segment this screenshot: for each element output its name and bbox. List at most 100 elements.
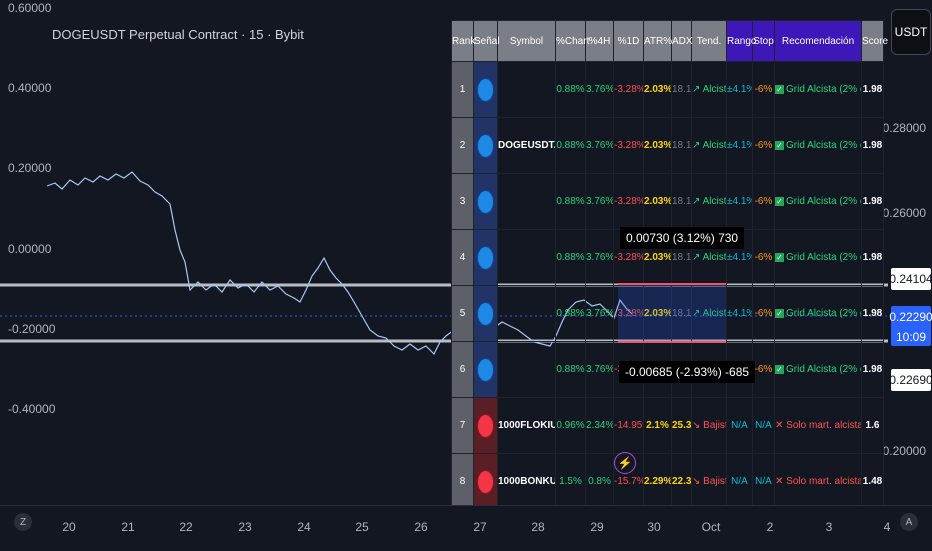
time-tick: 2: [766, 520, 774, 534]
col-rank: Rank: [451, 20, 475, 62]
range-cell: ±4.1%: [726, 61, 753, 118]
range-cell: ±4.1%: [726, 117, 753, 174]
signal-cell: [473, 117, 498, 174]
range-cell: ±4.1%: [726, 285, 753, 342]
blue-signal-icon: [477, 301, 494, 326]
stop-cell: -6%: [752, 173, 775, 230]
time-tick: 22: [179, 520, 193, 534]
score-cell: 1.98: [861, 173, 884, 230]
h4-pct-cell: 2.34%: [585, 397, 614, 454]
check-icon: ✓: [775, 84, 784, 94]
countdown-tag: 10:09: [891, 328, 931, 346]
chart-pct-cell: 0.88%: [555, 341, 586, 398]
recommendation-cell: ✓Grid Alcista (2% capital): [774, 341, 862, 398]
check-icon: ✓: [775, 364, 784, 374]
recommendation-label: Grid Alcista (2% capital): [786, 252, 861, 263]
trend-cell: ↘ Bajista: [691, 453, 727, 510]
lightning-icon[interactable]: ⚡: [614, 452, 636, 474]
h4-pct-cell: 3.76%: [585, 285, 614, 342]
table-row: 81000BONKUSDT.P1.5%0.8%-15.7%2.29%22.3↘ …: [451, 453, 884, 510]
right-axis-tick: 0.20000: [882, 444, 926, 458]
adx-cell: 25.3: [671, 397, 692, 454]
recommendation-cell: ✕ Solo mart. alcista: [774, 397, 862, 454]
time-tick: 21: [121, 520, 135, 534]
cross-icon: ✕: [775, 476, 787, 487]
d1-pct-cell: -3.28%: [613, 117, 644, 174]
rank-cell: 8: [451, 453, 474, 510]
rank-cell: 1: [451, 61, 474, 118]
recommendation-cell: ✓Grid Alcista (2% capital): [774, 285, 862, 342]
symbol-cell: 1000FLOKIUSDT.P: [497, 397, 556, 454]
table-row: 1 0.88%3.76%-3.28%2.03%18.1↗ Alcista±4.1%…: [451, 61, 884, 118]
col-adx: ADX: [671, 20, 693, 62]
blue-signal-icon: [477, 245, 494, 270]
chart-pct-cell: 0.88%: [555, 229, 586, 286]
range-cell: ±4.1%: [726, 173, 753, 230]
time-tick: 27: [473, 520, 487, 534]
h4-pct-cell: 3.76%: [585, 61, 614, 118]
score-cell: 1.98: [861, 229, 884, 286]
atr-pct-cell: 2.1%: [643, 397, 672, 454]
table-row: 50.88%3.76%-3.28%2.03%18.1↗ Alcista±4.1%…: [451, 285, 884, 342]
atr-pct-cell: 2.29%: [643, 453, 672, 510]
left-axis-tick: 0.00000: [8, 242, 52, 256]
zoom-button[interactable]: Z: [14, 513, 32, 531]
col-4h-pct: %4H: [585, 20, 614, 62]
time-tick: 25: [355, 520, 369, 534]
measure-tooltip-lower: -0.00685 (-2.93%) -685: [619, 361, 756, 383]
time-tick: 4: [883, 520, 891, 534]
left-axis-tick: -0.40000: [8, 402, 56, 416]
atr-pct-cell: 2.03%: [643, 285, 672, 342]
symbol-cell: [497, 61, 556, 118]
d1-pct-cell: -3.28%: [613, 61, 644, 118]
atr-pct-cell: 2.03%: [643, 117, 672, 174]
time-tick: 29: [590, 520, 604, 534]
time-tick: 23: [238, 520, 252, 534]
chart-pct-cell: 0.96%: [555, 397, 586, 454]
right-price-axis[interactable]: 0.28000 0.26000 0.20000: [883, 0, 932, 505]
cross-icon: ✕: [775, 420, 787, 431]
check-icon: ✓: [775, 252, 784, 262]
recommendation-cell: ✓Grid Alcista (2% capital): [774, 229, 862, 286]
symbol-cell: [497, 229, 556, 286]
auto-scale-button[interactable]: A: [900, 513, 918, 531]
col-symbol: Symbol: [497, 20, 556, 62]
stop-cell: -6%: [752, 117, 775, 174]
col-recommendation: Recomendación: [774, 20, 862, 62]
recommendation-label: Grid Alcista (2% capital): [786, 308, 861, 319]
signal-cell: [473, 341, 498, 398]
adx-cell: 18.1: [671, 117, 692, 174]
measure-tooltip-upper: 0.00730 (3.12%) 730: [620, 227, 745, 249]
stop-cell: -6%: [752, 61, 775, 118]
stop-cell: -6%: [752, 285, 775, 342]
recommendation-label: Grid Alcista (2% capital): [786, 364, 861, 375]
table-row: 2 DOGEUSDT.P0.88%3.76%-3.28%2.03%18.1↗ Al…: [451, 117, 884, 174]
rank-cell: 6: [451, 341, 474, 398]
left-axis-tick: 0.40000: [8, 81, 52, 95]
left-axis-tick: -0.20000: [8, 322, 56, 336]
blue-signal-icon: [477, 133, 494, 158]
signal-cell: [473, 397, 498, 454]
measure-range-box[interactable]: [618, 283, 726, 343]
symbol-currency-button[interactable]: USDT: [891, 9, 931, 55]
col-range: Rango: [726, 20, 756, 62]
trend-cell: ↗ Alcista: [691, 173, 727, 230]
adx-cell: 18.1: [671, 173, 692, 230]
symbol-cell: 1000BONKUSDT.P: [497, 453, 556, 510]
col-score: Score: [861, 20, 888, 62]
symbol-cell: [497, 285, 556, 342]
time-tick: 24: [297, 520, 311, 534]
col-chart-pct: %Chart: [555, 20, 589, 62]
h4-pct-cell: 3.76%: [585, 117, 614, 174]
time-tick: 30: [647, 520, 661, 534]
rank-cell: 2: [451, 117, 474, 174]
adx-cell: 18.1: [671, 61, 692, 118]
signal-cell: [473, 61, 498, 118]
table-row: 7 1000FLOKIUSDT.P0.96%2.34%-14.95%2.1%25.…: [451, 397, 884, 454]
left-axis-tick: 0.60000: [8, 1, 52, 15]
d1-pct-cell: -14.95%: [613, 397, 644, 454]
chart-pct-cell: 0.88%: [555, 117, 586, 174]
rank-cell: 7: [451, 397, 474, 454]
check-icon: ✓: [775, 308, 784, 318]
time-axis[interactable]: 20 21 22 23 24 25 26 27 28 29 30 Oct 2 3…: [0, 505, 932, 551]
